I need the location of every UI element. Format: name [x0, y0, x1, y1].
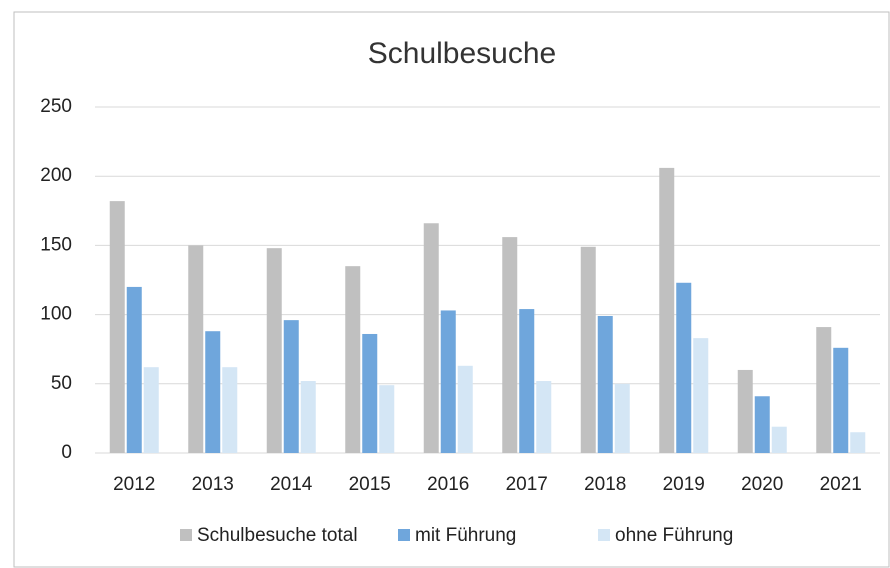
- bar: [222, 367, 238, 453]
- chart-title: Schulbesuche: [368, 37, 556, 70]
- bar: [816, 327, 832, 453]
- bar: [205, 331, 221, 453]
- bar: [266, 248, 282, 453]
- bar: [457, 365, 473, 453]
- bar: [771, 426, 787, 453]
- bar: [676, 282, 692, 453]
- bar: [300, 381, 316, 453]
- bar: [423, 223, 439, 453]
- bar: [109, 201, 125, 453]
- x-tick-label: 2019: [663, 474, 705, 495]
- bar: [362, 333, 378, 453]
- y-tick-label: 250: [40, 96, 72, 117]
- bar: [833, 347, 849, 453]
- x-tick-label: 2021: [820, 474, 862, 495]
- bar: [693, 338, 709, 453]
- x-tick-label: 2017: [506, 474, 548, 495]
- x-tick-label: 2020: [741, 474, 783, 495]
- bar: [283, 320, 299, 453]
- legend-label: Schulbesuche total: [197, 525, 358, 546]
- legend-swatch: [598, 529, 610, 541]
- x-tick-label: 2013: [192, 474, 234, 495]
- x-tick-label: 2015: [349, 474, 391, 495]
- bar: [536, 381, 552, 453]
- bar: [345, 266, 361, 453]
- bar: [126, 286, 142, 453]
- y-tick-label: 150: [40, 234, 72, 255]
- x-tick-label: 2012: [113, 474, 155, 495]
- y-tick-label: 200: [40, 165, 72, 186]
- x-tick-label: 2018: [584, 474, 626, 495]
- bar: [754, 396, 770, 453]
- y-tick-label: 0: [61, 442, 72, 463]
- bar: [737, 369, 753, 453]
- y-tick-label: 50: [51, 373, 72, 394]
- chart-frame: [13, 11, 890, 568]
- bar: [143, 367, 159, 453]
- legend-label: mit Führung: [415, 525, 516, 546]
- bar: [850, 432, 866, 453]
- bar: [502, 237, 518, 453]
- bar: [379, 385, 395, 453]
- x-tick-label: 2014: [270, 474, 313, 495]
- legend-swatch: [398, 529, 410, 541]
- y-tick-label: 100: [40, 304, 72, 325]
- bar: [659, 167, 675, 453]
- bar: [188, 245, 204, 453]
- bar: [519, 309, 535, 453]
- legend-swatch: [180, 529, 192, 541]
- bar: [440, 310, 456, 453]
- legend-label: ohne Führung: [615, 525, 733, 546]
- bar: [614, 383, 630, 453]
- bar: [580, 246, 596, 453]
- x-tick-label: 2016: [427, 474, 469, 495]
- bar: [597, 315, 613, 453]
